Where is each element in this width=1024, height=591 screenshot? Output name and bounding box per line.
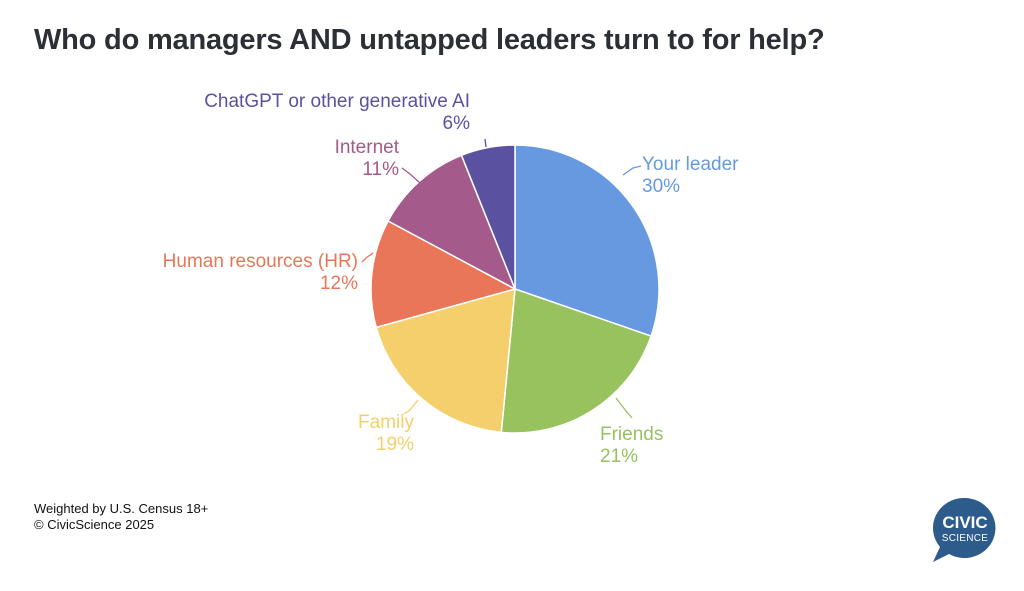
- slice-label-human-resources-hr: Human resources (HR): [163, 251, 358, 272]
- slice-label-your-leader: Your leader: [642, 154, 739, 175]
- leader-line-human-resources-hr: [361, 252, 374, 263]
- chart-title: Who do managers AND untapped leaders tur…: [34, 24, 825, 56]
- leader-line-chatgpt-or-other-generative-ai: [484, 138, 487, 148]
- footer-note: Weighted by U.S. Census 18+ © CivicScien…: [34, 501, 208, 533]
- slice-value-family: 19%: [376, 434, 414, 455]
- pie-slice-human-resources-hr: [370, 219, 518, 329]
- logo-word-science: SCIENCE: [942, 533, 989, 544]
- leader-line-friends: [615, 397, 633, 419]
- leader-line-family: [403, 399, 419, 415]
- civicscience-logo: CIVIC SCIENCE: [932, 497, 996, 562]
- slice-value-human-resources-hr: 12%: [320, 273, 358, 294]
- slice-value-friends: 21%: [600, 446, 638, 467]
- slice-value-internet: 11%: [362, 159, 399, 180]
- footer-weighting-note: Weighted by U.S. Census 18+: [34, 501, 209, 516]
- pie-slice-friends: [500, 287, 653, 434]
- slice-label-internet: Internet: [335, 137, 400, 158]
- leader-line-your-leader: [622, 165, 642, 176]
- slice-label-friends: Friends: [600, 424, 663, 445]
- logo-word-civic: CIVIC: [942, 513, 987, 532]
- leader-line-internet: [401, 167, 421, 184]
- pie-slice-chatgpt-or-other-generative-ai: [460, 144, 516, 290]
- pie-slice-your-leader: [514, 144, 660, 338]
- slice-label-chatgpt-or-other-generative-ai: ChatGPT or other generative AI: [204, 91, 470, 112]
- slice-value-your-leader: 30%: [642, 176, 680, 197]
- slice-label-family: Family: [358, 412, 414, 433]
- pie-slice-family: [375, 287, 516, 434]
- slice-value-chatgpt-or-other-generative-ai: 6%: [443, 113, 471, 134]
- footer-copyright: © CivicScience 2025: [34, 517, 155, 532]
